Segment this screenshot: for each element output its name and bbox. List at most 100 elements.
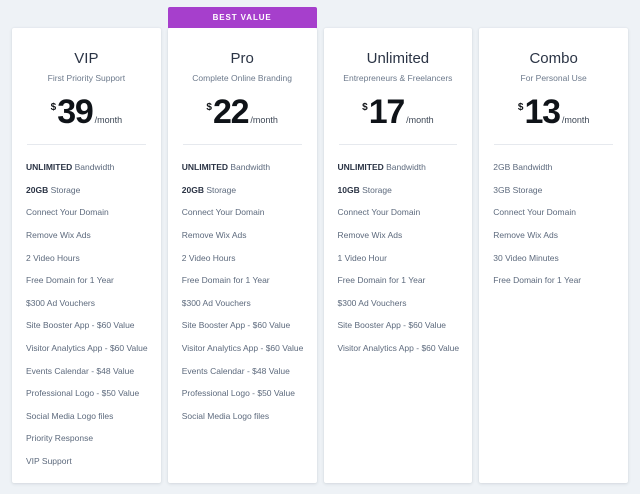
feature-item: 20GB Storage xyxy=(182,184,305,196)
feature-item: Remove Wix Ads xyxy=(26,229,149,241)
plan-card-combo[interactable]: Combo For Personal Use $13/month 2GB Bandwi… xyxy=(479,28,628,483)
feature-item: Visitor Analytics App - $60 Value xyxy=(338,342,461,354)
feature-highlight: UNLIMITED xyxy=(337,162,384,173)
feature-label: Priority Response xyxy=(26,433,94,444)
feature-item: Remove Wix Ads xyxy=(182,229,305,241)
price-currency-symbol: $ xyxy=(206,102,212,113)
feature-highlight: UNLIMITED xyxy=(26,162,73,173)
plan-price: $13/month xyxy=(491,95,616,129)
feature-item: Events Calendar - $48 Value xyxy=(182,365,305,377)
feature-item: UNLIMITED Bandwidth xyxy=(182,161,305,173)
feature-label: Free Domain for 1 Year xyxy=(181,275,270,286)
feature-list: 2GB Bandwidth 3GB Storage Connect Your Dom… xyxy=(491,145,616,297)
best-value-badge: BEST VALUE xyxy=(167,7,317,28)
feature-label: $300 Ad Vouchers xyxy=(181,297,251,308)
feature-highlight: 20GB xyxy=(181,184,204,195)
price-amount: 22 xyxy=(212,93,250,131)
feature-label: 30 Video Minutes xyxy=(493,252,559,263)
feature-item: 3GB Storage xyxy=(493,184,616,196)
feature-label: Social Media Logo files xyxy=(26,410,114,421)
price-currency-symbol: $ xyxy=(50,102,57,113)
feature-item: Professional Logo - $50 Value xyxy=(182,387,305,399)
plan-divider xyxy=(338,144,458,146)
plan-divider xyxy=(494,144,613,146)
feature-label: 1 Video Hour xyxy=(337,252,387,263)
price-amount: 17 xyxy=(368,93,406,131)
plan-card-unlimited[interactable]: Unlimited Entrepreneurs & Freelancers $17/… xyxy=(323,28,473,483)
plan-price: $22/month xyxy=(180,93,305,131)
feature-label: Events Calendar - $48 Value xyxy=(181,365,290,376)
feature-label: Remove Wix Ads xyxy=(493,230,558,241)
feature-list: UNLIMITED Bandwidth 10GB Storage Connect Y… xyxy=(336,145,461,364)
feature-highlight: 10GB xyxy=(337,184,360,195)
feature-label: Free Domain for 1 Year xyxy=(26,275,114,286)
plan-name: VIP xyxy=(74,50,99,67)
feature-label: Remove Wix Ads xyxy=(337,230,403,241)
price-period: /month xyxy=(561,115,590,126)
plan-name: Combo xyxy=(529,50,578,67)
feature-highlight: 20GB xyxy=(26,184,49,195)
feature-item: Social Media Logo files xyxy=(182,410,305,422)
feature-item: Site Booster App - $60 Value xyxy=(26,319,149,331)
feature-label: 2 Video Hours xyxy=(26,252,80,263)
feature-label: Connect Your Domain xyxy=(493,207,576,218)
feature-item: 30 Video Minutes xyxy=(493,252,616,264)
feature-highlight: UNLIMITED xyxy=(181,162,229,173)
price-amount: 39 xyxy=(57,93,94,131)
plan-tagline: Complete Online Branding xyxy=(192,73,292,83)
feature-label: Visitor Analytics App - $60 Value xyxy=(337,342,460,353)
feature-item: Site Booster App - $60 Value xyxy=(182,319,305,331)
feature-label: Bandwidth xyxy=(383,162,426,173)
feature-label: Free Domain for 1 Year xyxy=(493,275,582,286)
price-currency-symbol: $ xyxy=(362,102,368,113)
feature-label: Site Booster App - $60 Value xyxy=(337,320,447,331)
feature-label: $300 Ad Vouchers xyxy=(337,297,407,308)
plan-price: $39/month xyxy=(24,93,149,131)
feature-item: 10GB Storage xyxy=(338,184,461,196)
feature-item: 20GB Storage xyxy=(26,184,149,196)
feature-label: Bandwidth xyxy=(72,162,115,173)
feature-label: Professional Logo - $50 Value xyxy=(181,388,296,399)
feature-label: Connect Your Domain xyxy=(26,207,109,218)
feature-label: Storage xyxy=(359,184,392,195)
feature-label: VIP Support xyxy=(26,455,72,466)
feature-label: 2 Video Hours xyxy=(181,252,236,263)
feature-item: $300 Ad Vouchers xyxy=(182,297,305,309)
feature-item: Remove Wix Ads xyxy=(338,229,461,241)
feature-label: $300 Ad Vouchers xyxy=(26,297,96,308)
feature-label: Bandwidth xyxy=(228,162,271,173)
plan-card-pro[interactable]: BEST VALUE Pro Complete Online Branding $22… xyxy=(167,7,317,483)
feature-label: Storage xyxy=(48,184,81,195)
feature-item: Connect Your Domain xyxy=(493,206,616,218)
feature-label: Social Media Logo files xyxy=(181,410,270,421)
feature-item: UNLIMITED Bandwidth xyxy=(338,161,461,173)
price-period: /month xyxy=(94,115,123,126)
feature-label: Remove Wix Ads xyxy=(181,230,247,241)
feature-item: 2GB Bandwidth xyxy=(493,161,616,173)
feature-item: 2 Video Hours xyxy=(182,252,305,264)
price-period: /month xyxy=(250,115,278,126)
feature-label: Site Booster App - $60 Value xyxy=(181,320,291,331)
feature-label: Professional Logo - $50 Value xyxy=(26,388,140,399)
feature-item: Visitor Analytics App - $60 Value xyxy=(26,342,149,354)
feature-item: Priority Response xyxy=(26,432,149,444)
feature-item: VIP Support xyxy=(26,455,149,467)
feature-item: Remove Wix Ads xyxy=(493,229,616,241)
feature-item: Social Media Logo files xyxy=(26,410,149,422)
feature-label: Events Calendar - $48 Value xyxy=(26,365,135,376)
price-currency-symbol: $ xyxy=(517,102,524,113)
feature-label: Storage xyxy=(203,184,237,195)
feature-item: Connect Your Domain xyxy=(26,206,149,218)
feature-item: 2 Video Hours xyxy=(26,252,149,264)
plan-card-vip[interactable]: VIP First Priority Support $39/month UNLIMI… xyxy=(12,28,161,483)
feature-item: Free Domain for 1 Year xyxy=(338,274,461,286)
plan-tagline: For Personal Use xyxy=(520,73,587,83)
plan-header: VIP First Priority Support $39/month xyxy=(24,28,149,131)
plan-tagline: Entrepreneurs & Freelancers xyxy=(343,73,453,83)
feature-item: Free Domain for 1 Year xyxy=(493,274,616,286)
feature-list: UNLIMITED Bandwidth 20GB Storage Connect Y… xyxy=(24,145,149,477)
feature-label: Free Domain for 1 Year xyxy=(337,275,426,286)
feature-item: Professional Logo - $50 Value xyxy=(26,387,149,399)
feature-item: $300 Ad Vouchers xyxy=(338,297,461,309)
